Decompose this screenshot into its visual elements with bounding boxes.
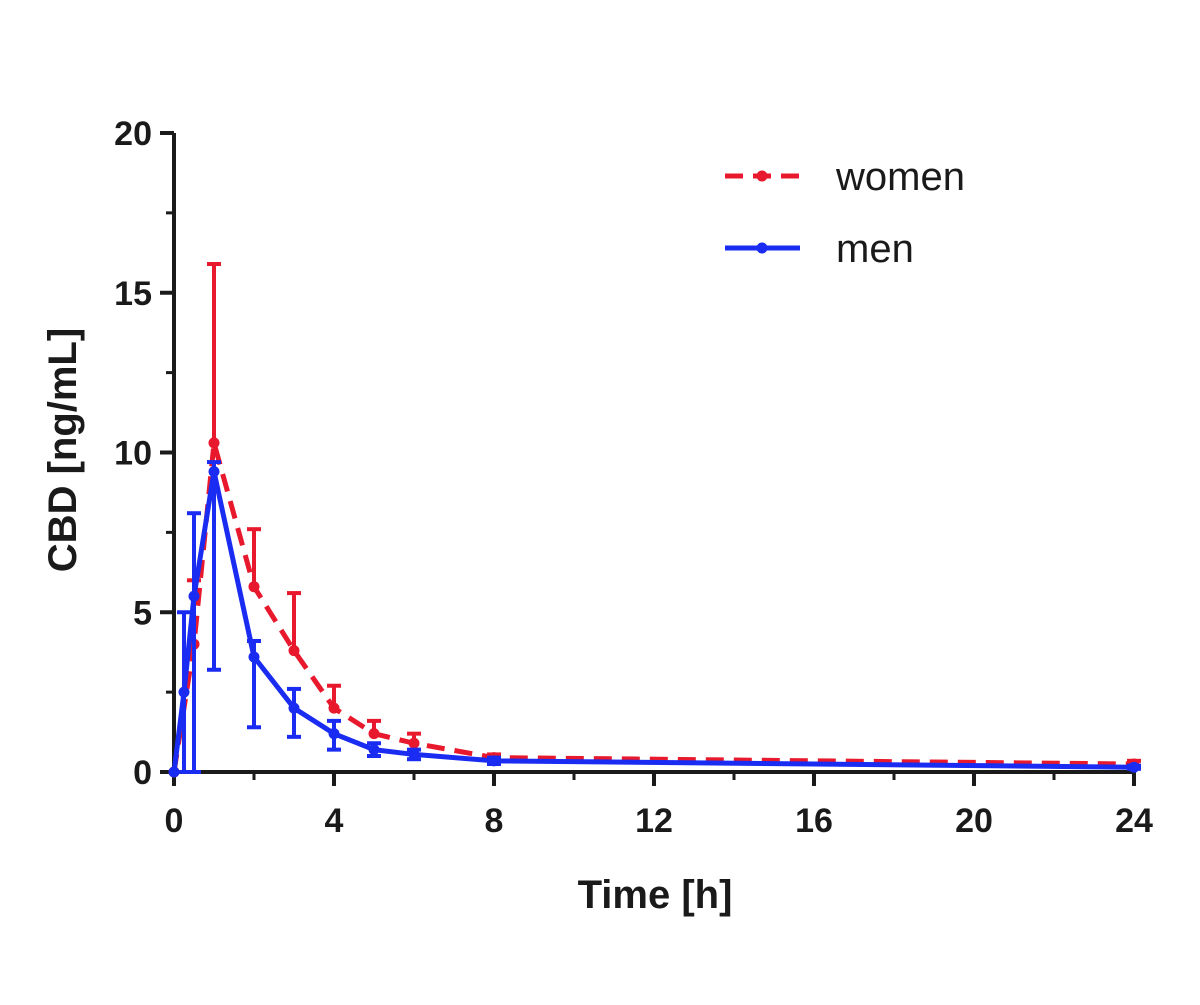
axes: 0 5 10 15 20 0 4 8 12 16 20 24 bbox=[114, 115, 1153, 840]
legend-label-men: men bbox=[836, 227, 914, 271]
y-tick-label: 15 bbox=[114, 275, 152, 313]
point-women bbox=[288, 645, 300, 657]
legend: women men bbox=[725, 155, 965, 271]
series-women bbox=[168, 261, 1141, 778]
legend-marker-women bbox=[756, 170, 768, 182]
y-axis-title: CBD [ng/mL] bbox=[41, 328, 85, 572]
series-layer bbox=[168, 261, 1141, 778]
point-men bbox=[368, 744, 380, 756]
legend-label-women: women bbox=[835, 155, 965, 199]
x-tick-label: 16 bbox=[795, 802, 833, 840]
series-men bbox=[168, 460, 1141, 778]
line-men bbox=[171, 469, 1135, 773]
y-tick-label: 20 bbox=[114, 115, 152, 153]
point-women bbox=[408, 737, 420, 749]
x-tick-label: 4 bbox=[325, 802, 344, 840]
x-tick-label: 0 bbox=[165, 802, 184, 840]
point-men bbox=[168, 766, 180, 778]
x-tick-label: 8 bbox=[485, 802, 504, 840]
x-axis-title: Time [h] bbox=[578, 873, 733, 917]
point-women bbox=[368, 728, 380, 740]
point-women bbox=[248, 581, 260, 593]
y-tick-label: 5 bbox=[133, 594, 152, 632]
point-men bbox=[188, 590, 200, 602]
point-men bbox=[248, 651, 260, 663]
x-tick-label: 20 bbox=[955, 802, 993, 840]
y-tick-label: 10 bbox=[114, 435, 152, 473]
point-men bbox=[408, 748, 420, 760]
x-tick-label: 24 bbox=[1115, 802, 1153, 840]
point-men bbox=[178, 686, 190, 698]
point-men bbox=[488, 755, 500, 767]
point-women bbox=[328, 702, 340, 714]
x-tick-label: 12 bbox=[635, 802, 673, 840]
point-men bbox=[208, 466, 220, 478]
point-men bbox=[328, 728, 340, 740]
point-women bbox=[208, 437, 220, 449]
point-men bbox=[288, 702, 300, 714]
legend-marker-men bbox=[756, 242, 768, 254]
y-tick-label: 0 bbox=[133, 754, 152, 792]
point-men bbox=[1128, 761, 1140, 773]
